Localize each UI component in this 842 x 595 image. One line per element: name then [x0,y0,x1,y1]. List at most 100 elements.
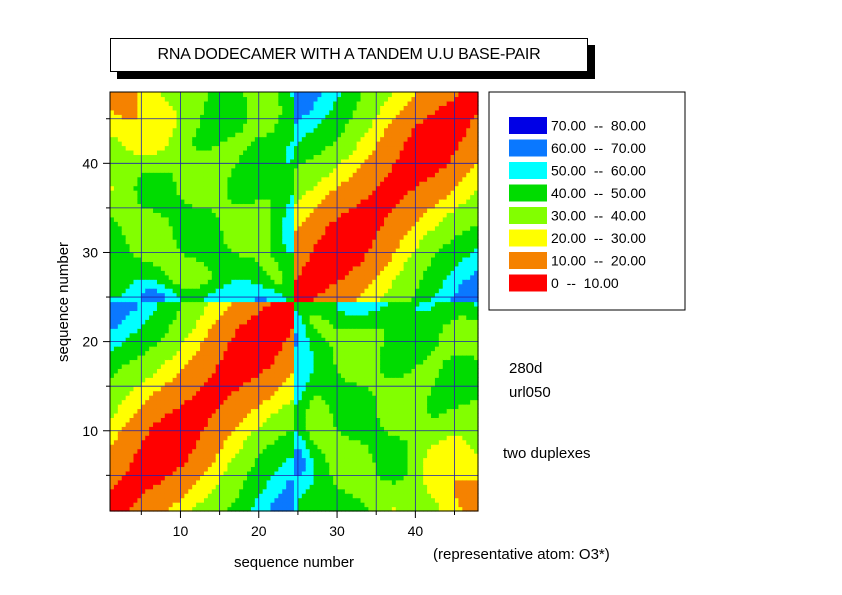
heatmap-cell [188,399,193,405]
heatmap-cell [160,158,166,164]
heatmap-cell [270,448,276,454]
heatmap-cell [270,475,276,481]
heatmap-cell [309,265,315,271]
heatmap-cell [203,283,209,289]
heatmap-cell [313,221,319,227]
heatmap-cell [172,412,178,418]
heatmap-cell [153,239,158,245]
heatmap-cell [286,488,291,494]
heatmap-cell [223,203,229,209]
heatmap-cell [164,506,170,512]
heatmap-cell [305,323,311,329]
heatmap-cell [200,252,205,258]
heatmap-cell [164,426,170,432]
heatmap-cell [184,475,189,481]
heatmap-cell [305,141,311,147]
heatmap-cell [274,256,279,262]
heatmap-cell [301,426,307,432]
heatmap-cell [223,341,229,347]
heatmap-cell [278,484,283,490]
heatmap-cell [262,109,268,115]
heatmap-cell [294,337,299,343]
heatmap-cell [294,341,299,347]
heatmap-cell [282,230,287,236]
heatmap-cell [200,305,205,312]
heatmap-cell [235,132,240,138]
heatmap-cell [247,92,252,98]
heatmap-cell [110,105,115,111]
heatmap-cell [262,301,268,307]
heatmap-cell [153,114,158,120]
heatmap-cell [113,185,119,191]
heatmap-cell [231,216,236,222]
heatmap-cell [153,310,158,316]
heatmap-cell [180,319,185,325]
heatmap-cell [215,234,221,240]
heatmap-cell [125,203,131,209]
heatmap-cell [172,350,178,356]
heatmap-cell [301,109,307,115]
heatmap-cell [294,328,299,334]
heatmap-cell [188,167,193,173]
heatmap-cell [254,421,260,427]
heatmap-cell [137,252,142,258]
heatmap-cell [172,118,178,124]
heatmap-cell [164,346,170,352]
heatmap-cell [254,239,260,245]
heatmap-cell [137,439,142,445]
heatmap-cell [309,332,315,338]
heatmap-cell [168,479,174,485]
heatmap-cell [282,497,287,503]
heatmap-cell [294,92,299,98]
heatmap-cell [274,118,279,124]
heatmap-cell [309,372,315,378]
heatmap-cell [270,216,276,222]
heatmap-cell [211,158,217,164]
heatmap-cell [301,261,307,267]
heatmap-cell [231,435,236,441]
heatmap-cell [231,493,236,499]
heatmap-cell [270,167,276,173]
heatmap-cell [270,181,276,187]
heatmap-cell [110,479,115,485]
heatmap-cell [188,274,193,280]
heatmap-cell [309,475,315,481]
heatmap-cell [203,221,209,227]
heatmap-cell [262,163,268,169]
heatmap-cell [113,96,119,102]
heatmap-cell [149,239,154,245]
heatmap-cell [207,265,213,271]
heatmap-cell [278,221,283,227]
heatmap-cell [223,118,229,124]
heatmap-cell [117,372,123,378]
heatmap-cell [231,377,236,383]
heatmap-cell [235,399,240,405]
heatmap-cell [113,207,119,213]
heatmap-cell [117,190,123,196]
heatmap-cell [160,252,166,258]
heatmap-cell [113,323,119,329]
heatmap-cell [231,163,236,169]
heatmap-cell [180,136,185,142]
heatmap-cell [113,265,119,271]
heatmap-cell [313,412,319,418]
heatmap-cell [188,252,193,258]
heatmap-cell [110,248,115,254]
heatmap-cell [176,118,182,124]
heatmap-cell [305,386,311,392]
heatmap-cell [149,506,154,512]
heatmap-cell [110,314,115,320]
heatmap-cell [215,354,221,361]
heatmap-cell [113,493,119,499]
heatmap-cell [274,248,279,254]
heatmap-cell [149,439,154,445]
heatmap-cell [207,417,213,423]
heatmap-cell [294,239,299,245]
heatmap-cell [309,310,315,316]
heatmap-cell [133,354,138,361]
heatmap-cell [301,154,307,160]
heatmap-cell [305,484,311,490]
heatmap-cell [211,163,217,169]
heatmap-cell [290,350,295,356]
heatmap-cell [294,310,299,316]
